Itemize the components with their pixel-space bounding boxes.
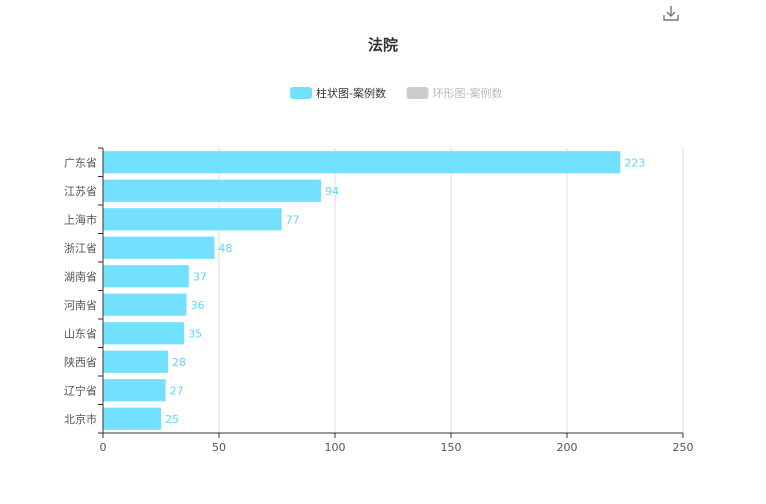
bar-9[interactable] [103,407,161,430]
bar-3[interactable] [103,236,215,259]
bar-7[interactable] [103,350,168,373]
category-label-9: 北京市 [64,412,97,426]
legend-label-0: 柱状图-案例数 [316,86,386,100]
x-tick-label-50: 50 [212,441,226,454]
x-tick-label-0: 0 [100,441,107,454]
x-tick-label-200: 200 [557,441,578,454]
category-label-2: 上海市 [64,212,97,226]
data-label-7: 28 [172,356,186,369]
axes-group: 0 50 100 150 200 250 [98,147,694,454]
legend: 柱状图-案例数 环形图-案例数 [290,86,502,100]
data-label-1: 94 [325,185,339,198]
category-label-6: 山东省 [64,327,97,340]
bar-1[interactable] [103,179,322,202]
data-label-5: 36 [191,299,205,312]
labels-group: 223 广东省 94 江苏省 77 上海市 48 浙江省 37 湖南省 36 河南省 35 山东省 28 陕西… [64,156,645,426]
data-label-4: 37 [193,270,207,283]
bar-8[interactable] [103,379,166,402]
data-label-2: 77 [286,213,300,226]
data-label-0: 223 [624,156,645,169]
x-tick-label-100: 100 [325,441,346,454]
bar-2[interactable] [103,208,282,231]
download-icon[interactable] [662,4,680,22]
bar-0[interactable] [103,151,621,174]
x-tick-label-150: 150 [441,441,462,454]
legend-swatch-0 [290,87,312,99]
category-label-3: 浙江省 [64,242,97,255]
category-label-8: 辽宁省 [64,383,97,397]
bar-5[interactable] [103,293,187,316]
data-label-6: 35 [188,327,202,340]
data-label-3: 48 [218,242,232,255]
category-label-4: 湖南省 [64,270,97,283]
legend-item-0[interactable]: 柱状图-案例数 [290,86,386,100]
legend-item-1[interactable]: 环形图-案例数 [406,86,503,100]
category-label-7: 陕西省 [64,355,97,369]
legend-swatch-1 [406,87,429,99]
chart-title: 法院 [368,36,398,54]
category-label-5: 河南省 [64,299,97,312]
data-label-9: 25 [165,413,179,426]
category-label-0: 广东省 [64,156,97,169]
legend-label-1: 环形图-案例数 [433,86,503,100]
bar-4[interactable] [103,265,189,288]
data-label-8: 27 [170,384,184,397]
bar-6[interactable] [103,322,185,345]
bars-group [103,151,621,430]
category-label-1: 江苏省 [64,185,97,198]
x-tick-label-250: 250 [673,441,694,454]
